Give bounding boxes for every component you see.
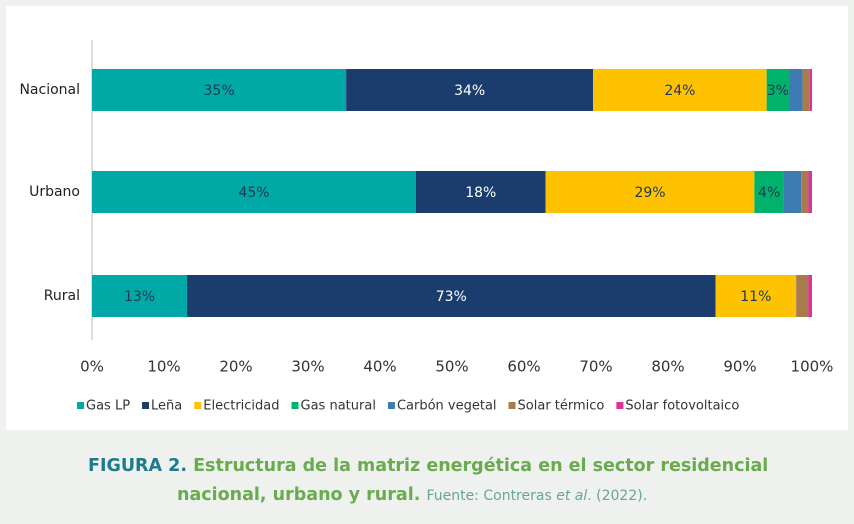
bar-segment [808,275,812,317]
data-label: 35% [204,83,235,99]
bar-segment [788,69,803,111]
x-tick-label: 20% [219,358,252,376]
y-tick-label: Rural [44,288,80,304]
data-label: 29% [634,185,665,201]
data-label: 73% [436,289,467,305]
legend-label: Gas natural [301,399,376,414]
bar-segment [593,69,767,111]
bar-segment [187,275,716,317]
data-label: 18% [465,185,496,201]
legend-label: Gas LP [86,399,130,414]
y-tick-label: Nacional [19,82,80,98]
legend-swatch [77,402,84,409]
data-label: 24% [664,83,695,99]
legend-label: Carbón vegetal [397,399,497,414]
x-tick-label: 40% [363,358,396,376]
data-label: 34% [454,83,485,99]
source-text: Fuente: Contreras [426,488,557,504]
x-tick-label: 10% [147,358,180,376]
legend-label: Leña [151,399,182,414]
x-tick-label: 70% [579,358,612,376]
bar-segment [801,171,809,213]
data-label: 4% [758,185,780,201]
data-label: 3% [767,83,789,99]
bar-segment [545,171,755,213]
source-italic: et al [556,488,588,504]
bar-segment [754,171,784,213]
legend-swatch [616,402,624,409]
x-tick-label: 100% [791,358,834,376]
bar-segment [808,171,812,213]
x-tick-label: 0% [80,358,104,376]
legend-label: Solar térmico [518,399,605,414]
legend-label: Solar fotovoltaico [625,399,739,414]
bar-segment [715,275,797,317]
data-label: 45% [238,185,269,201]
source: Fuente: Contreras et al. (2022). [426,488,647,504]
legend-swatch [387,402,395,409]
legend-swatch [194,402,202,409]
bar-segment [766,69,789,111]
legend-swatch [142,402,150,409]
x-tick-label: 90% [723,358,756,376]
legend-swatch [508,402,516,409]
x-tick-label: 80% [651,358,684,376]
caption-label: FIGURA 2. [88,456,187,476]
bar-segment [92,171,416,213]
bar-segment [809,69,812,111]
x-tick-label: 50% [435,358,468,376]
caption: FIGURA 2. Estructura de la matriz energé… [88,452,827,511]
bar-segment [416,171,546,213]
source-text: . (2022). [587,488,648,504]
chart: 0% 10% 20% 30% 40% 50% 60% 70% 80% 90% 100% Naciona… [6,6,848,430]
caption-text: Estructura de la matriz energética en el… [177,456,769,505]
x-tick-label: 30% [291,358,324,376]
y-tick-label: Urbano [29,184,80,200]
data-label: 13% [124,289,155,305]
bar-segment [783,171,802,213]
bar-segment [92,69,347,111]
legend-label: Electricidad [203,399,279,414]
x-tick-label: 60% [507,358,540,376]
bar-segment [796,275,809,317]
legend-swatch [291,402,299,409]
bar-segment [92,275,188,317]
bar-segment [802,69,810,111]
bar-segment [346,69,594,111]
data-label: 11% [740,289,771,305]
